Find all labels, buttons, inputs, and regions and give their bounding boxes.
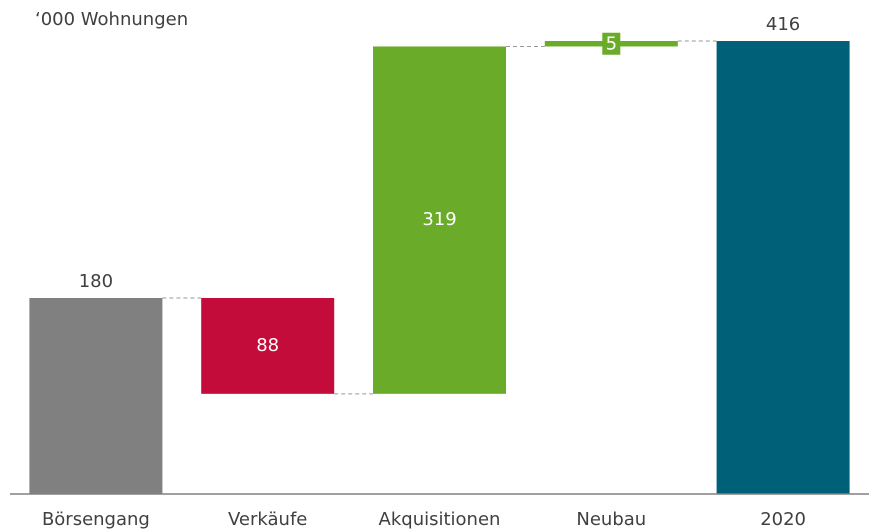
bar (373, 46, 506, 394)
bar (716, 41, 850, 495)
x-tick-label: Verkäufe (228, 509, 307, 530)
value-label: 88 (256, 335, 279, 356)
value-label: 5 (606, 34, 617, 55)
bar (29, 298, 163, 494)
x-tick-label: Neubau (576, 509, 646, 530)
bar (201, 298, 335, 394)
x-tick-label: Börsengang (42, 509, 150, 530)
chart-title: ‘000 Wohnungen (35, 9, 188, 30)
x-tick-label: Akquisitionen (379, 509, 501, 530)
value-label: 319 (422, 209, 456, 230)
value-label: 416 (766, 14, 800, 35)
value-label-bg (602, 32, 621, 55)
value-label: 180 (79, 271, 113, 292)
x-tick-label: 2020 (760, 509, 806, 530)
